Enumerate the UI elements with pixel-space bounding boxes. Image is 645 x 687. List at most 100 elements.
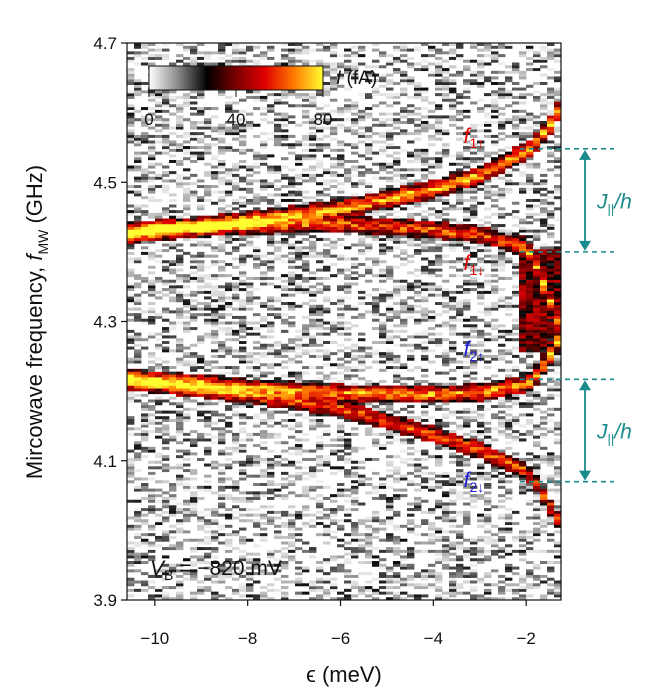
heatmap-cell bbox=[428, 123, 436, 127]
heatmap-cell bbox=[435, 190, 443, 194]
heatmap-cell bbox=[239, 555, 247, 559]
heatmap-cell bbox=[197, 393, 205, 397]
heatmap-cell bbox=[127, 569, 135, 573]
heatmap-cell bbox=[358, 274, 366, 278]
heatmap-cell bbox=[253, 455, 261, 459]
heatmap-cell bbox=[330, 210, 338, 214]
heatmap-cell bbox=[204, 56, 212, 60]
heatmap-cell bbox=[393, 93, 401, 97]
heatmap-cell bbox=[169, 112, 177, 116]
heatmap-cell bbox=[141, 580, 149, 584]
heatmap-cell bbox=[344, 410, 352, 414]
heatmap-cell bbox=[435, 165, 443, 169]
heatmap-cell bbox=[246, 594, 254, 598]
heatmap-cell bbox=[379, 379, 387, 383]
heatmap-cell bbox=[134, 544, 142, 548]
heatmap-cell bbox=[183, 510, 191, 514]
heatmap-cell bbox=[316, 62, 324, 66]
heatmap-cell bbox=[169, 371, 177, 375]
heatmap-cell bbox=[456, 555, 464, 559]
heatmap-cell bbox=[267, 396, 275, 400]
heatmap-cell bbox=[134, 313, 142, 317]
heatmap-cell bbox=[204, 588, 212, 592]
heatmap-cell bbox=[169, 402, 177, 406]
heatmap-cell bbox=[316, 118, 324, 122]
heatmap-cell bbox=[127, 480, 135, 484]
heatmap-cell bbox=[239, 541, 247, 545]
heatmap-cell bbox=[330, 274, 338, 278]
heatmap-cell bbox=[239, 474, 247, 478]
heatmap-cell bbox=[155, 332, 163, 336]
heatmap-cell bbox=[225, 485, 233, 489]
heatmap-cell bbox=[358, 165, 366, 169]
heatmap-cell bbox=[435, 572, 443, 576]
heatmap-cell bbox=[148, 421, 156, 425]
heatmap-cell bbox=[155, 346, 163, 350]
heatmap-cell bbox=[253, 382, 261, 386]
heatmap-cell bbox=[449, 240, 457, 244]
heatmap-cell bbox=[393, 123, 401, 127]
heatmap-cell bbox=[358, 388, 366, 392]
heatmap-cell bbox=[127, 232, 135, 236]
heatmap-cell bbox=[288, 533, 296, 537]
heatmap-cell bbox=[246, 379, 254, 383]
heatmap-cell bbox=[414, 129, 422, 133]
heatmap-cell bbox=[190, 271, 198, 275]
heatmap-cell bbox=[232, 533, 240, 537]
heatmap-cell bbox=[127, 81, 135, 85]
heatmap-cell bbox=[218, 274, 226, 278]
heatmap-cell bbox=[379, 120, 387, 124]
heatmap-cell bbox=[372, 288, 380, 292]
heatmap-cell bbox=[211, 522, 219, 526]
heatmap-cell bbox=[204, 449, 212, 453]
heatmap-cell bbox=[176, 522, 184, 526]
heatmap-cell bbox=[260, 302, 268, 305]
heatmap-cell bbox=[316, 268, 324, 272]
heatmap-cell bbox=[260, 538, 268, 542]
heatmap-cell bbox=[218, 388, 226, 392]
heatmap-cell bbox=[344, 159, 352, 163]
heatmap-cell bbox=[379, 54, 387, 58]
heatmap-cell bbox=[379, 246, 387, 250]
heatmap-cell bbox=[134, 90, 142, 94]
heatmap-cell bbox=[407, 76, 415, 80]
heatmap-cell bbox=[162, 586, 170, 590]
heatmap-cell bbox=[253, 597, 261, 600]
heatmap-cell bbox=[337, 494, 345, 498]
heatmap-cell bbox=[281, 134, 289, 138]
heatmap-cell bbox=[197, 580, 205, 584]
heatmap-cell bbox=[148, 310, 156, 314]
heatmap-cell bbox=[288, 204, 296, 208]
heatmap-cell bbox=[190, 563, 198, 567]
heatmap-cell bbox=[253, 235, 261, 239]
heatmap-cell bbox=[176, 321, 184, 325]
heatmap-cell bbox=[428, 541, 436, 545]
heatmap-cell bbox=[218, 341, 226, 344]
heatmap-cell bbox=[414, 107, 422, 111]
heatmap-cell bbox=[155, 229, 163, 233]
heatmap-cell bbox=[281, 391, 289, 395]
heatmap-cell bbox=[148, 586, 156, 590]
heatmap-cell bbox=[127, 224, 135, 228]
heatmap-cell bbox=[155, 513, 163, 517]
heatmap-cell bbox=[442, 229, 450, 233]
heatmap-cell bbox=[330, 438, 338, 442]
heatmap-cell bbox=[141, 388, 149, 392]
heatmap-cell bbox=[141, 533, 149, 537]
heatmap-cell bbox=[162, 366, 170, 370]
heatmap-cell bbox=[323, 187, 331, 191]
heatmap-cell bbox=[295, 396, 303, 400]
heatmap-cell bbox=[267, 132, 275, 136]
heatmap-cell bbox=[358, 572, 366, 576]
heatmap-cell bbox=[365, 519, 373, 523]
heatmap-cell bbox=[358, 561, 366, 564]
heatmap-cell bbox=[393, 81, 401, 85]
heatmap-cell bbox=[365, 79, 373, 83]
heatmap-cell bbox=[407, 187, 415, 191]
heatmap-cell bbox=[309, 271, 317, 275]
heatmap-cell bbox=[239, 335, 247, 339]
heatmap-cell bbox=[316, 338, 324, 342]
heatmap-cell bbox=[190, 494, 198, 498]
heatmap-cell bbox=[463, 510, 471, 514]
heatmap-cell bbox=[183, 530, 191, 534]
